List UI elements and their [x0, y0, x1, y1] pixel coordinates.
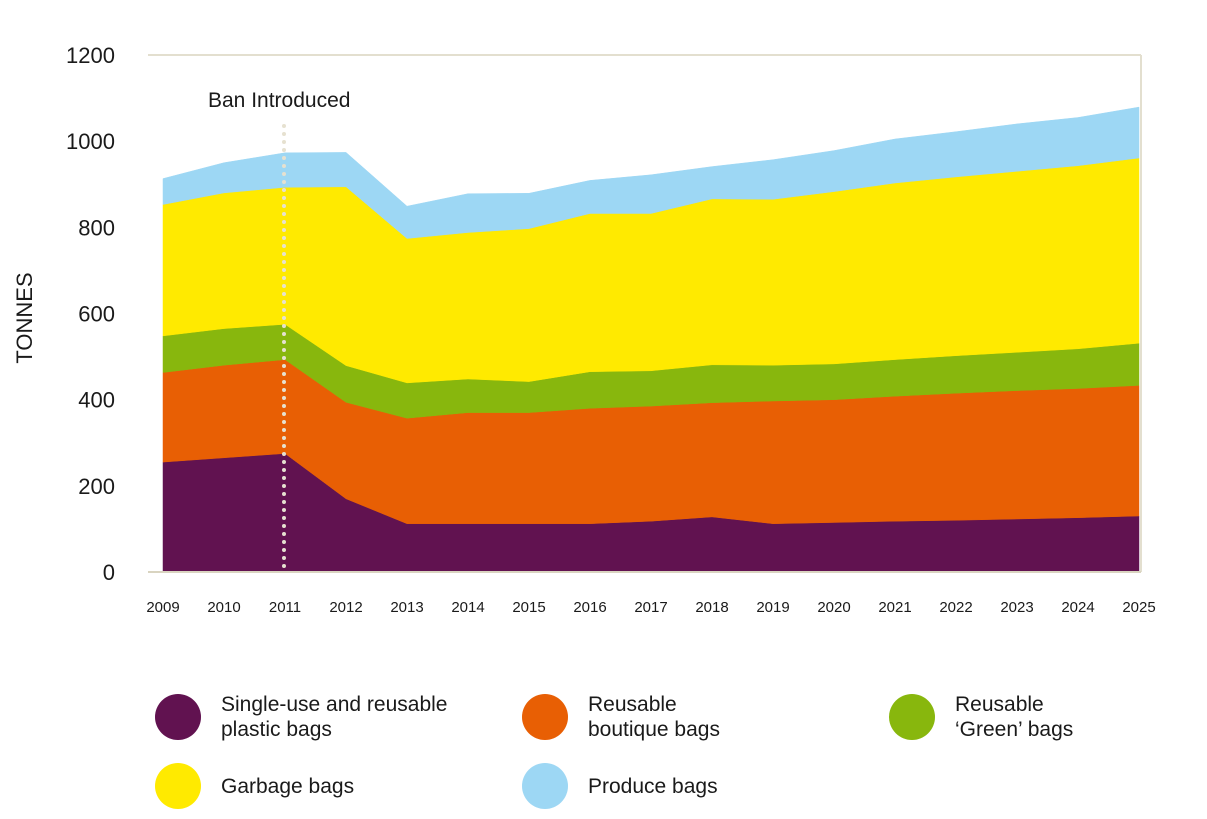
x-tick-label: 2017 [634, 599, 667, 616]
x-tick-label: 2023 [1000, 599, 1033, 616]
area-produce-bags [162, 106, 1140, 239]
y-tick-label: 0 [103, 560, 115, 585]
x-tick-label: 2022 [939, 599, 972, 616]
x-tick-label: 2009 [146, 599, 179, 616]
chart-areas [162, 106, 1140, 573]
x-tick-label: 2014 [451, 599, 484, 616]
x-tick-label: 2013 [390, 599, 423, 616]
x-tick-label: 2021 [878, 599, 911, 616]
y-tick-label: 800 [78, 215, 115, 240]
ban-annotation-label: Ban Introduced [208, 89, 350, 112]
x-tick-label: 2015 [512, 599, 545, 616]
y-axis-label: TONNES [12, 272, 37, 363]
x-tick-label: 2018 [695, 599, 728, 616]
y-tick-label: 600 [78, 302, 115, 327]
x-tick-label: 2010 [207, 599, 240, 616]
y-tick-label: 400 [78, 388, 115, 413]
x-tick-label: 2025 [1122, 599, 1155, 616]
x-tick-label: 2019 [756, 599, 789, 616]
y-tick-label: 200 [78, 474, 115, 499]
x-tick-label: 2024 [1061, 599, 1094, 616]
chart-axes [148, 54, 1142, 573]
x-tick-label: 2020 [817, 599, 850, 616]
y-tick-label: 1200 [66, 43, 115, 68]
x-tick-label: 2016 [573, 599, 606, 616]
x-tick-label: 2012 [329, 599, 362, 616]
chart-annotation: Ban Introduced [208, 89, 350, 574]
x-tick-label: 2011 [269, 599, 301, 616]
y-tick-label: 1000 [66, 129, 115, 154]
chart-ticks: 0 200 400 600 800 1000 1200 2009 2010 2011 2012 201… [66, 43, 1156, 616]
